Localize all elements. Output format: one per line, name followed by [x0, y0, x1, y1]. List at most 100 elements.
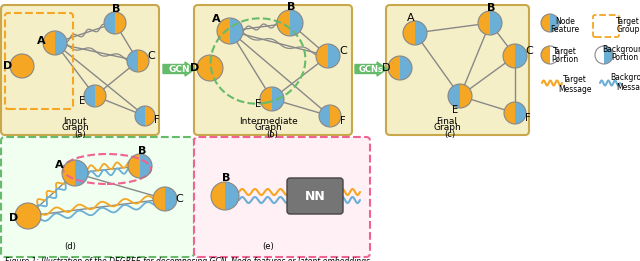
Wedge shape — [165, 187, 177, 211]
Wedge shape — [230, 18, 243, 44]
FancyBboxPatch shape — [194, 137, 370, 257]
Text: A: A — [407, 13, 415, 23]
Wedge shape — [328, 44, 340, 68]
Wedge shape — [138, 50, 149, 72]
Text: Figure 1: Illustration of the DEGREE for decomposing GCN. Node features or laten: Figure 1: Illustration of the DEGREE for… — [5, 257, 370, 261]
Text: Final: Final — [436, 116, 458, 126]
Wedge shape — [460, 84, 472, 108]
Text: (b): (b) — [266, 129, 278, 139]
Text: B: B — [222, 173, 230, 183]
Text: Portion: Portion — [611, 54, 639, 62]
Text: Message: Message — [558, 85, 592, 93]
Wedge shape — [135, 106, 145, 126]
Text: A: A — [54, 160, 63, 170]
Wedge shape — [316, 44, 328, 68]
Text: Target: Target — [563, 75, 587, 85]
Wedge shape — [145, 106, 155, 126]
Text: Portion: Portion — [552, 56, 579, 64]
Text: B: B — [138, 146, 146, 156]
Wedge shape — [388, 56, 400, 80]
FancyBboxPatch shape — [1, 5, 159, 135]
Wedge shape — [330, 105, 341, 127]
Text: Intermediate: Intermediate — [239, 116, 298, 126]
FancyArrow shape — [355, 62, 387, 76]
Text: E: E — [452, 105, 458, 115]
Text: C: C — [175, 194, 183, 204]
Wedge shape — [515, 102, 526, 124]
Text: Background: Background — [610, 74, 640, 82]
Wedge shape — [43, 31, 55, 55]
Text: Group: Group — [616, 26, 640, 34]
Text: Target: Target — [616, 16, 640, 26]
Wedge shape — [75, 160, 88, 186]
Wedge shape — [478, 11, 490, 35]
Text: C: C — [525, 46, 533, 56]
Text: C: C — [147, 51, 155, 61]
Wedge shape — [448, 84, 460, 108]
Wedge shape — [490, 11, 502, 35]
Text: A: A — [36, 36, 45, 46]
Text: Graph: Graph — [254, 123, 282, 133]
Wedge shape — [127, 50, 138, 72]
Text: B: B — [112, 4, 120, 14]
Text: F: F — [154, 115, 160, 125]
FancyArrow shape — [163, 62, 195, 76]
Wedge shape — [211, 182, 225, 210]
Text: D: D — [3, 61, 13, 71]
Wedge shape — [217, 18, 230, 44]
Wedge shape — [153, 187, 165, 211]
Wedge shape — [319, 105, 330, 127]
Wedge shape — [595, 46, 604, 64]
Wedge shape — [140, 154, 152, 178]
Circle shape — [10, 54, 34, 78]
Wedge shape — [403, 21, 415, 45]
FancyBboxPatch shape — [386, 5, 529, 135]
Wedge shape — [400, 56, 412, 80]
Text: F: F — [340, 116, 346, 126]
Text: Node: Node — [555, 16, 575, 26]
Wedge shape — [115, 12, 126, 34]
Wedge shape — [503, 44, 515, 68]
Wedge shape — [225, 182, 239, 210]
Text: E: E — [255, 99, 261, 109]
Wedge shape — [541, 46, 550, 64]
Circle shape — [197, 55, 223, 81]
Wedge shape — [260, 87, 272, 111]
Wedge shape — [55, 31, 67, 55]
Wedge shape — [128, 154, 140, 178]
Text: Graph: Graph — [433, 123, 461, 133]
Wedge shape — [415, 21, 427, 45]
Wedge shape — [84, 85, 95, 107]
Text: (d): (d) — [64, 242, 76, 252]
Text: E: E — [79, 96, 85, 106]
Text: Target: Target — [553, 46, 577, 56]
Wedge shape — [95, 85, 106, 107]
Text: Graph: Graph — [61, 123, 89, 133]
Text: D: D — [190, 63, 200, 73]
Circle shape — [15, 203, 41, 229]
Wedge shape — [104, 12, 115, 34]
Text: F: F — [525, 113, 531, 123]
Wedge shape — [515, 44, 527, 68]
Text: Input: Input — [63, 116, 87, 126]
FancyBboxPatch shape — [1, 137, 194, 257]
Text: (c): (c) — [444, 129, 456, 139]
Text: GCN: GCN — [168, 64, 190, 74]
Text: B: B — [487, 3, 495, 13]
Text: D: D — [381, 63, 390, 73]
Wedge shape — [62, 160, 75, 186]
Text: Message: Message — [616, 82, 640, 92]
Text: (a): (a) — [74, 129, 86, 139]
FancyBboxPatch shape — [287, 178, 343, 214]
Text: NN: NN — [305, 189, 325, 203]
Wedge shape — [604, 46, 613, 64]
Text: (e): (e) — [262, 242, 274, 252]
Text: A: A — [212, 14, 220, 24]
Text: GCNs: GCNs — [358, 64, 383, 74]
Text: Background: Background — [602, 44, 640, 54]
Wedge shape — [277, 10, 290, 36]
Wedge shape — [541, 14, 550, 32]
Wedge shape — [504, 102, 515, 124]
Text: B: B — [287, 2, 295, 12]
Text: C: C — [339, 46, 347, 56]
